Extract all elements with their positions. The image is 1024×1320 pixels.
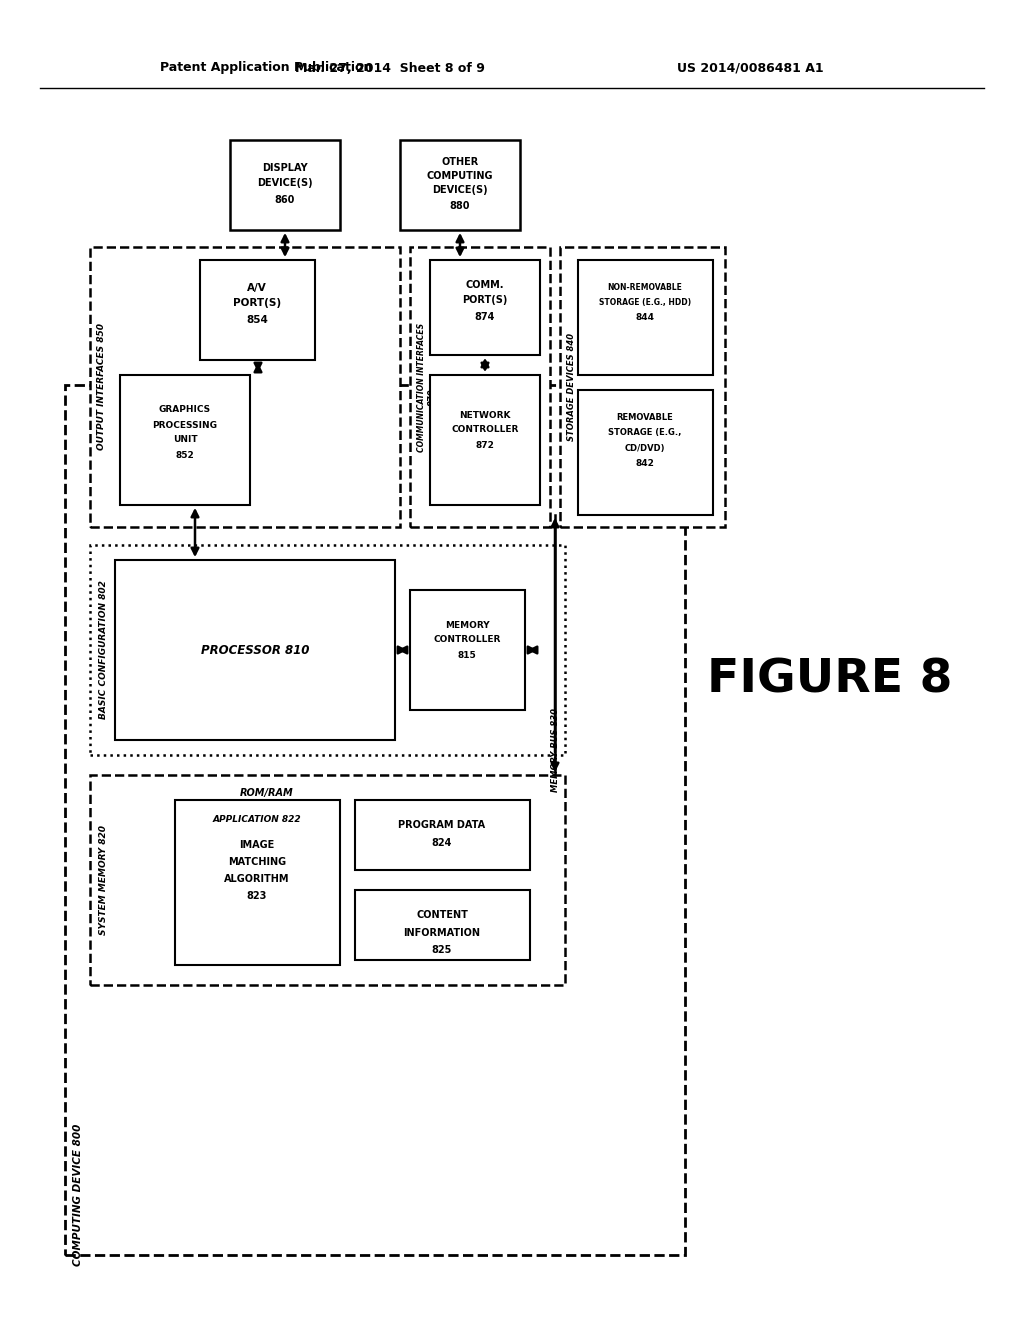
Text: Mar. 27, 2014  Sheet 8 of 9: Mar. 27, 2014 Sheet 8 of 9 (295, 62, 485, 74)
Bar (560, 247, 725, 527)
Text: 880: 880 (450, 201, 470, 211)
Bar (65, 385, 685, 1255)
Text: COMPUTING: COMPUTING (427, 172, 494, 181)
Text: CONTROLLER: CONTROLLER (433, 635, 501, 644)
Text: UNIT: UNIT (173, 436, 198, 445)
Text: 852: 852 (176, 450, 195, 459)
Bar (200, 260, 315, 360)
Text: 874: 874 (475, 312, 496, 322)
Text: BASIC CONFIGURATION 802: BASIC CONFIGURATION 802 (98, 581, 108, 719)
Text: 844: 844 (636, 314, 654, 322)
Text: IMAGE: IMAGE (240, 840, 274, 850)
Text: FIGURE 8: FIGURE 8 (708, 657, 952, 702)
Text: PROGRAM DATA: PROGRAM DATA (398, 820, 485, 830)
Text: CD/DVD): CD/DVD) (625, 444, 666, 453)
Bar (430, 260, 540, 355)
Bar (410, 247, 550, 527)
Bar (578, 260, 713, 375)
Text: OTHER: OTHER (441, 157, 478, 168)
Text: 842: 842 (636, 458, 654, 467)
Bar (400, 140, 520, 230)
Text: DISPLAY: DISPLAY (262, 162, 308, 173)
Bar (115, 560, 395, 741)
Text: COMM.: COMM. (466, 280, 504, 290)
Bar (355, 890, 530, 960)
Text: NON-REMOVABLE: NON-REMOVABLE (607, 284, 682, 293)
Text: SYSTEM MEMORY 820: SYSTEM MEMORY 820 (98, 825, 108, 935)
Bar (90, 775, 565, 985)
Text: 870: 870 (427, 388, 436, 405)
Text: CONTROLLER: CONTROLLER (452, 425, 519, 434)
Text: 860: 860 (274, 195, 295, 205)
Text: DEVICE(S): DEVICE(S) (432, 185, 487, 195)
Text: 823: 823 (247, 891, 267, 902)
Text: 825: 825 (432, 945, 453, 954)
Bar (90, 247, 400, 527)
Text: INFORMATION: INFORMATION (403, 928, 480, 939)
Text: PROCESSOR 810: PROCESSOR 810 (201, 644, 309, 656)
Text: PROCESSING: PROCESSING (153, 421, 217, 429)
Text: STORAGE (E.G.,: STORAGE (E.G., (608, 429, 682, 437)
Text: COMMUNICATION INTERFACES: COMMUNICATION INTERFACES (418, 322, 427, 451)
Text: STORAGE DEVICES 840: STORAGE DEVICES 840 (567, 333, 577, 441)
Text: MEMORY: MEMORY (444, 620, 489, 630)
Text: CONTENT: CONTENT (416, 909, 468, 920)
Text: REMOVABLE: REMOVABLE (616, 413, 674, 422)
Text: DEVICE(S): DEVICE(S) (257, 178, 312, 187)
Bar (230, 140, 340, 230)
Text: A/V: A/V (247, 282, 267, 293)
Text: PORT(S): PORT(S) (232, 298, 281, 308)
Text: 872: 872 (475, 441, 495, 450)
Text: PORT(S): PORT(S) (462, 294, 508, 305)
Text: STORAGE (E.G., HDD): STORAGE (E.G., HDD) (599, 297, 691, 306)
Bar (355, 800, 530, 870)
Bar (120, 375, 250, 506)
Bar (410, 590, 525, 710)
Text: GRAPHICS: GRAPHICS (159, 405, 211, 414)
Text: MEMORY BUS 830: MEMORY BUS 830 (551, 708, 559, 792)
Text: ROM/RAM: ROM/RAM (240, 788, 294, 799)
Text: NETWORK: NETWORK (459, 411, 511, 420)
Text: COMPUTING DEVICE 800: COMPUTING DEVICE 800 (73, 1123, 83, 1266)
Text: MATCHING: MATCHING (228, 857, 286, 867)
Text: 854: 854 (246, 315, 268, 325)
Bar (90, 545, 565, 755)
Text: Patent Application Publication: Patent Application Publication (160, 62, 373, 74)
Bar (430, 375, 540, 506)
Text: 824: 824 (432, 838, 453, 847)
Text: 815: 815 (458, 651, 476, 660)
Bar (578, 389, 713, 515)
Text: APPLICATION 822: APPLICATION 822 (213, 816, 301, 825)
Text: ALGORITHM: ALGORITHM (224, 874, 290, 884)
Text: OUTPUT INTERFACES 850: OUTPUT INTERFACES 850 (97, 323, 106, 450)
Bar (175, 800, 340, 965)
Text: US 2014/0086481 A1: US 2014/0086481 A1 (677, 62, 823, 74)
